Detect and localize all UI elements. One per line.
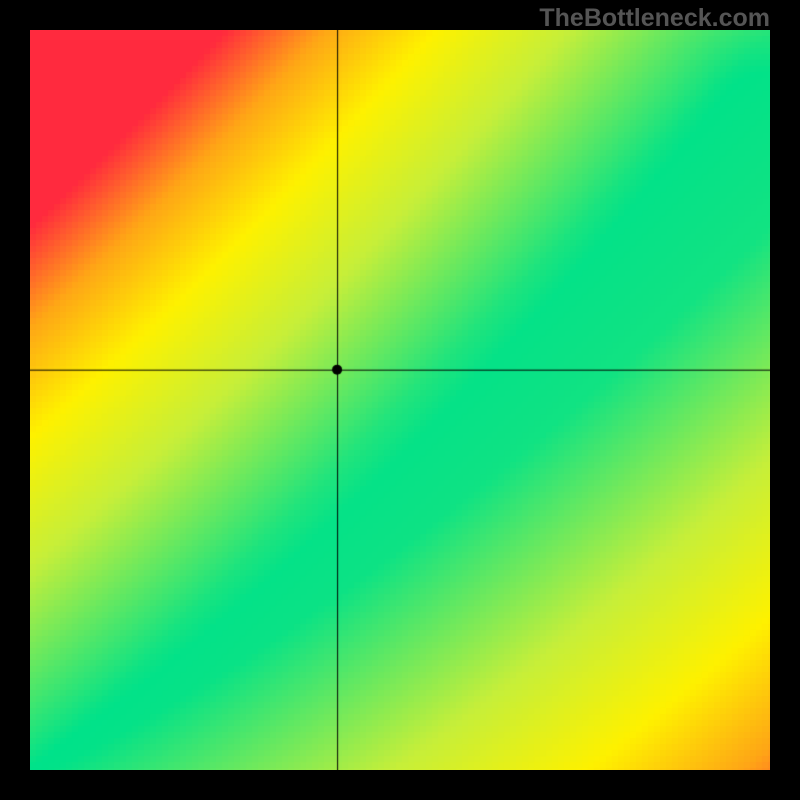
crosshair-canvas <box>30 30 770 770</box>
chart-frame: TheBottleneck.com <box>0 0 800 800</box>
watermark-label: TheBottleneck.com <box>539 4 770 33</box>
